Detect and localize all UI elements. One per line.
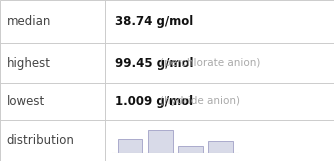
Text: (perchlorate anion): (perchlorate anion) [160, 58, 260, 68]
Bar [178, 146, 203, 153]
Bar [148, 130, 173, 153]
Text: highest: highest [7, 57, 51, 70]
Text: (hydride anion): (hydride anion) [160, 96, 240, 106]
Text: 1.009 g/mol: 1.009 g/mol [115, 95, 193, 108]
Bar [208, 141, 233, 153]
Text: 99.45 g/mol: 99.45 g/mol [115, 57, 194, 70]
Text: lowest: lowest [7, 95, 45, 108]
Bar [118, 139, 142, 153]
Text: median: median [7, 15, 51, 28]
Text: distribution: distribution [7, 134, 74, 147]
Text: 38.74 g/mol: 38.74 g/mol [115, 15, 193, 28]
